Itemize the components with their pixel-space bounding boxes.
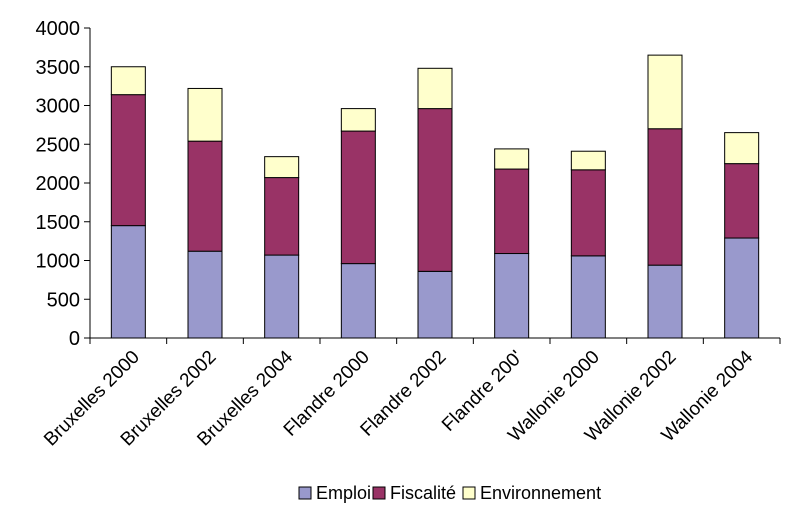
bar-environnement-6 (570, 150, 606, 171)
bar-fiscalit--8 (724, 163, 760, 239)
bar-emploi-0 (110, 225, 146, 339)
bar-emploi-4 (417, 270, 453, 339)
bar-environnement-2 (264, 156, 300, 179)
bar-emploi-5 (494, 253, 530, 339)
bar-fiscalit--7 (647, 128, 683, 266)
y-tick-label: 2500 (36, 134, 81, 156)
legend-swatch-emploi (298, 486, 312, 500)
y-tick-labels: 0 500 1000 1500 2000 2500 3000 3500 4000 (36, 18, 81, 350)
y-tick-label: 3500 (36, 57, 81, 79)
y-tick-label: 500 (47, 289, 80, 311)
bar-fiscalit--2 (264, 177, 300, 256)
bar-environnement-8 (724, 132, 760, 165)
legend-label: Environnement (480, 483, 601, 503)
bar-emploi-3 (340, 263, 376, 339)
bar-environnement-1 (187, 87, 223, 142)
bar-fiscalit--3 (340, 130, 376, 265)
legend-label: Emploi (316, 483, 371, 503)
bar-environnement-7 (647, 54, 683, 130)
bar-fiscalit--5 (494, 168, 530, 255)
bar-fiscalit--1 (187, 140, 223, 252)
bar-fiscalit--6 (570, 169, 606, 257)
legend-label: Fiscalité (390, 483, 456, 503)
y-tick-label: 1500 (36, 212, 81, 234)
legend-swatch-fiscalit- (372, 486, 386, 500)
legend: Emploi Fiscalité Environnement (298, 483, 601, 503)
bar-environnement-0 (110, 66, 146, 96)
bar-fiscalit--4 (417, 108, 453, 272)
legend-swatch-environnement (462, 486, 476, 500)
bar-fiscalit--0 (110, 94, 146, 227)
bar-environnement-3 (340, 108, 376, 132)
y-tick-label: 3000 (36, 96, 81, 118)
y-tick-label: 1000 (36, 251, 81, 273)
y-tick-label: 4000 (36, 18, 81, 40)
y-tick-label: 0 (69, 328, 80, 350)
bar-emploi-7 (647, 264, 683, 339)
y-tick-label: 2000 (36, 173, 81, 195)
bar-emploi-8 (724, 237, 760, 339)
bars (110, 54, 760, 339)
bar-environnement-4 (417, 67, 453, 110)
bar-environnement-5 (494, 148, 530, 170)
bar-emploi-2 (264, 254, 300, 339)
bar-emploi-1 (187, 250, 223, 339)
bar-emploi-6 (570, 255, 606, 339)
